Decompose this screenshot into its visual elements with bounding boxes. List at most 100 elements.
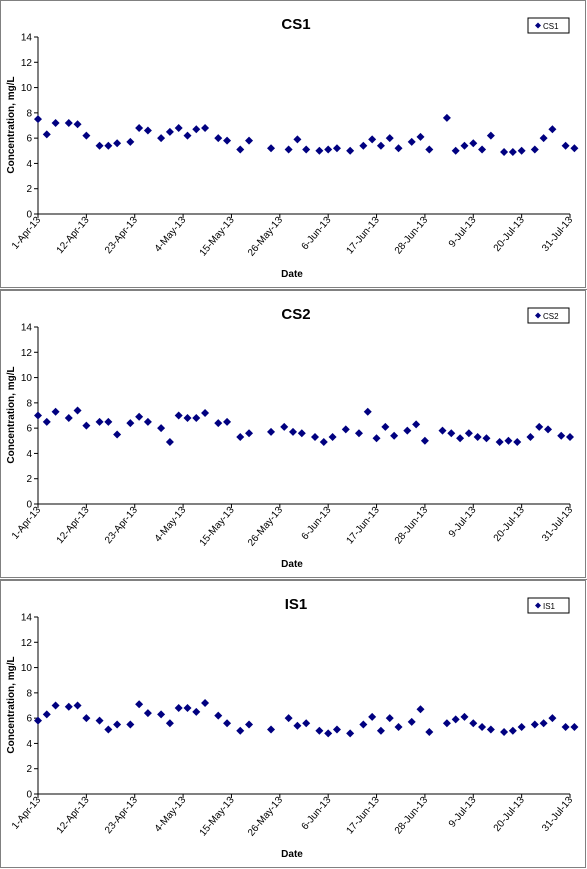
y-tick-label: 4: [26, 739, 32, 750]
data-point: [135, 700, 144, 709]
data-point: [561, 141, 570, 150]
chart-border: [0, 290, 586, 578]
data-point: [223, 136, 232, 145]
legend-marker: [535, 602, 541, 609]
x-tick-label: 12-Apr-13: [55, 215, 92, 256]
data-point: [376, 726, 385, 735]
y-tick-label: 12: [21, 638, 33, 649]
data-point: [517, 146, 526, 155]
x-tick-label: 20-Jul-13: [492, 215, 528, 254]
data-point: [469, 139, 478, 148]
x-tick-label: 4-May-13: [153, 505, 189, 545]
x-tick-label: 31-Jul-13: [540, 215, 576, 254]
x-tick-label: 12-Apr-13: [55, 795, 92, 836]
data-point: [236, 726, 245, 735]
data-point: [223, 417, 232, 426]
data-point: [113, 139, 122, 148]
data-point: [34, 411, 42, 420]
data-point: [469, 719, 478, 728]
data-point: [42, 417, 51, 426]
data-point: [82, 714, 91, 723]
data-point: [51, 407, 60, 416]
data-point: [245, 136, 254, 145]
data-point: [438, 426, 447, 435]
data-point: [324, 145, 333, 154]
data-point: [416, 132, 425, 141]
x-tick-label: 23-Apr-13: [103, 215, 140, 256]
chart-title: IS1: [285, 596, 308, 613]
data-point: [51, 118, 60, 127]
data-point: [201, 124, 210, 133]
y-tick-label: 8: [26, 108, 32, 119]
data-point: [267, 725, 276, 734]
x-tick-label: 23-Apr-13: [103, 505, 140, 546]
chart-panel-cs2: CS2 0 2 4 6 8 10 12 14 1-Apr-13 12-Apr-13 23-Apr-13…: [0, 290, 587, 579]
data-point: [407, 137, 416, 146]
data-point: [267, 144, 276, 153]
data-point: [504, 436, 513, 445]
data-point: [478, 722, 487, 731]
data-point: [570, 144, 579, 153]
x-tick-label: 28-Jun-13: [393, 215, 431, 257]
data-point: [319, 438, 328, 447]
data-point: [284, 714, 293, 723]
y-tick-label: 14: [21, 33, 33, 44]
data-point: [548, 714, 557, 723]
data-point: [34, 115, 42, 124]
x-tick-label: 15-May-13: [198, 505, 237, 549]
data-point: [535, 422, 544, 431]
data-point: [157, 710, 166, 719]
chart-border: [0, 580, 586, 868]
data-point: [544, 425, 553, 434]
data-point: [174, 411, 183, 420]
data-point: [482, 434, 491, 443]
data-point: [113, 720, 122, 729]
y-tick-label: 2: [26, 474, 32, 485]
x-tick-label: 17-Jun-13: [344, 215, 382, 257]
x-tick-label: 26-May-13: [246, 505, 285, 549]
data-point: [82, 131, 91, 140]
legend-marker: [535, 22, 541, 29]
data-point: [126, 419, 135, 428]
data-point: [214, 134, 223, 143]
data-point: [328, 432, 337, 441]
data-point: [451, 715, 460, 724]
data-point: [381, 422, 390, 431]
y-tick-label: 14: [21, 613, 33, 624]
data-point: [341, 425, 350, 434]
y-tick-label: 10: [21, 83, 33, 94]
data-point: [530, 720, 539, 729]
x-tick-label: 15-May-13: [198, 215, 237, 259]
data-point: [245, 720, 254, 729]
data-point: [236, 145, 245, 154]
data-point: [143, 709, 152, 718]
data-point: [310, 432, 319, 441]
data-point: [126, 720, 135, 729]
x-tick-label: 28-Jun-13: [393, 795, 431, 837]
data-point: [245, 429, 254, 438]
data-point: [332, 144, 341, 153]
x-tick-label: 26-May-13: [246, 795, 285, 839]
x-tick-label: 15-May-13: [198, 795, 237, 839]
data-point: [192, 414, 201, 423]
data-point: [192, 707, 201, 716]
x-tick-label: 31-Jul-13: [540, 505, 576, 544]
data-point: [495, 438, 504, 447]
x-axis-label: Date: [281, 269, 303, 280]
data-point: [174, 704, 183, 713]
data-point: [214, 419, 223, 428]
data-point: [104, 417, 113, 426]
data-point: [104, 725, 113, 734]
data-point: [174, 124, 183, 133]
data-point: [113, 430, 122, 439]
data-point: [478, 145, 487, 154]
data-point: [368, 712, 377, 721]
data-point: [284, 145, 293, 154]
data-point: [403, 426, 412, 435]
x-tick-label: 31-Jul-13: [540, 795, 576, 834]
data-point: [526, 432, 535, 441]
data-point: [363, 407, 372, 416]
data-point: [135, 124, 144, 133]
